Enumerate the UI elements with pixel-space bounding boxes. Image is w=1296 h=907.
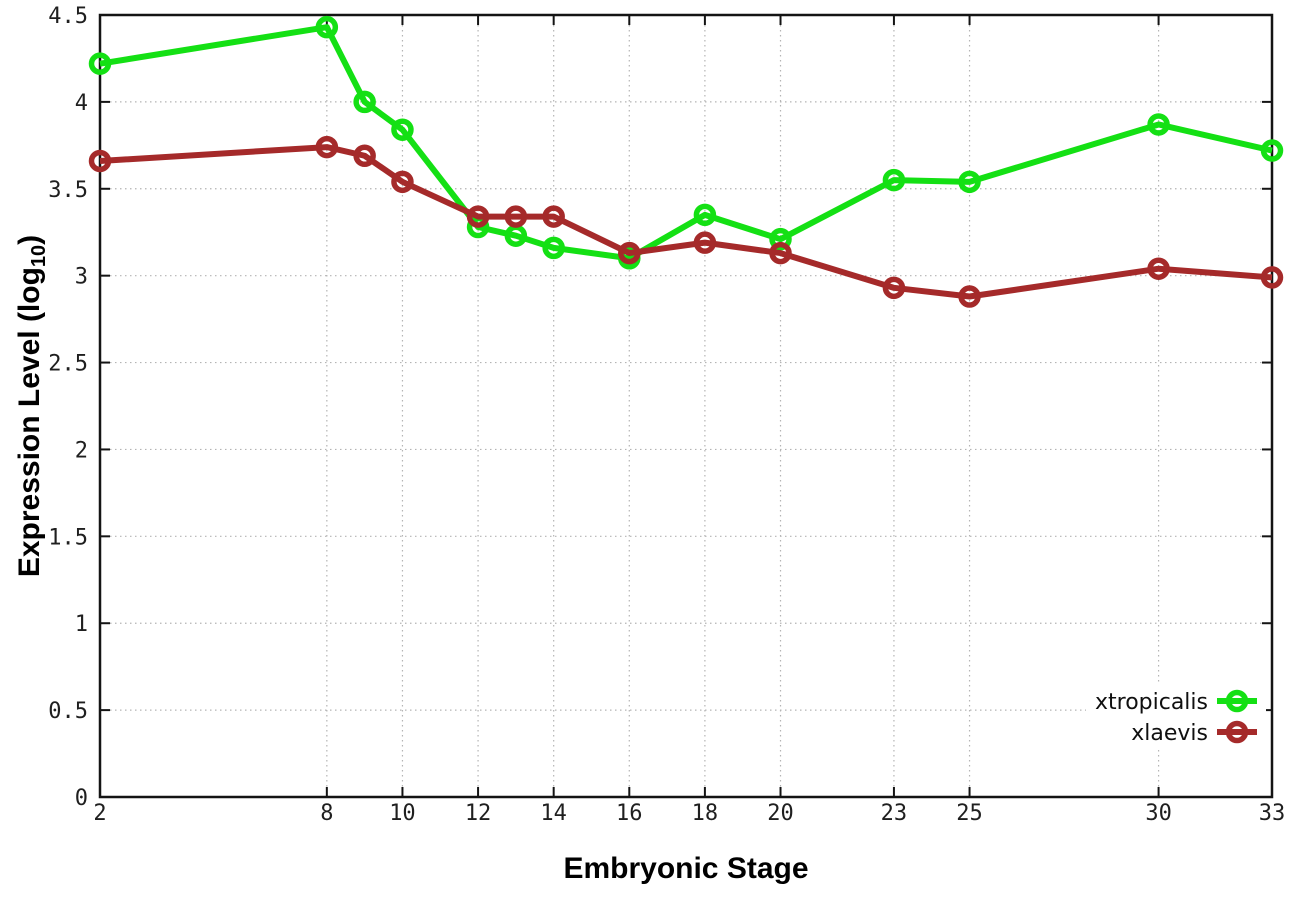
data-point [882,168,906,192]
series-line-xlaevis [99,144,1273,300]
y-axis-label-close: ) [13,234,46,245]
data-point [88,149,112,173]
data-point [769,241,792,265]
y-tick-label: 2.5 [48,352,88,377]
series-line-xtropicalis [99,24,1273,262]
data-point [693,231,717,254]
x-tick-label: 10 [389,801,416,826]
y-tick-label: 3 [75,265,88,290]
data-point [769,227,792,251]
data-point [693,203,717,227]
data-point [315,15,339,39]
y-tick-label: 0 [75,786,88,811]
y-tick-label: 2 [75,438,88,463]
legend-label-xtropicalis: xtropicalis [1095,690,1208,715]
x-tick-label: 20 [767,801,794,826]
data-point [391,170,414,194]
y-axis-label: Expression Level (log10) [10,106,50,706]
data-point [353,144,376,168]
data-point [353,90,376,114]
x-tick-label: 16 [616,801,643,826]
y-tick-label: 1 [75,612,88,637]
x-tick-label: 23 [881,801,908,826]
legend-sample-marker [1225,689,1249,713]
x-tick-label: 2 [93,801,106,826]
x-tick-label: 30 [1145,801,1172,826]
data-point [1147,113,1170,136]
x-tick-label: 14 [540,801,567,826]
data-point [618,241,641,265]
x-tick-label: 25 [956,801,983,826]
data-point [958,285,981,308]
y-tick-label: 1.5 [48,525,88,550]
legend-sample-marker [1225,720,1249,744]
data-point [1260,266,1284,289]
data-point [1260,139,1284,162]
x-axis-label: Embryonic Stage [563,852,809,885]
data-point [1147,257,1170,280]
data-point [542,236,565,260]
y-tick-label: 3.5 [48,178,88,203]
data-point [466,205,490,228]
data-point [88,52,112,75]
y-axis-label-text: Expression Level (log [13,267,46,578]
y-axis-label-subscript: 10 [28,244,50,268]
data-point [958,170,981,194]
legend-label-xlaevis: xlaevis [1131,721,1208,746]
y-tick-label: 4 [75,91,88,116]
data-point [542,205,565,228]
y-tick-label: 0.5 [48,699,88,724]
data-point [315,135,339,159]
plot-border [98,13,1274,799]
data-point [391,118,414,141]
x-tick-label: 12 [465,801,492,826]
x-tick-label: 33 [1259,801,1286,826]
data-point [882,276,906,300]
data-point [504,205,528,228]
x-tick-label: 8 [320,801,333,826]
x-tick-label: 18 [692,801,719,826]
y-tick-label: 4.5 [48,4,88,29]
